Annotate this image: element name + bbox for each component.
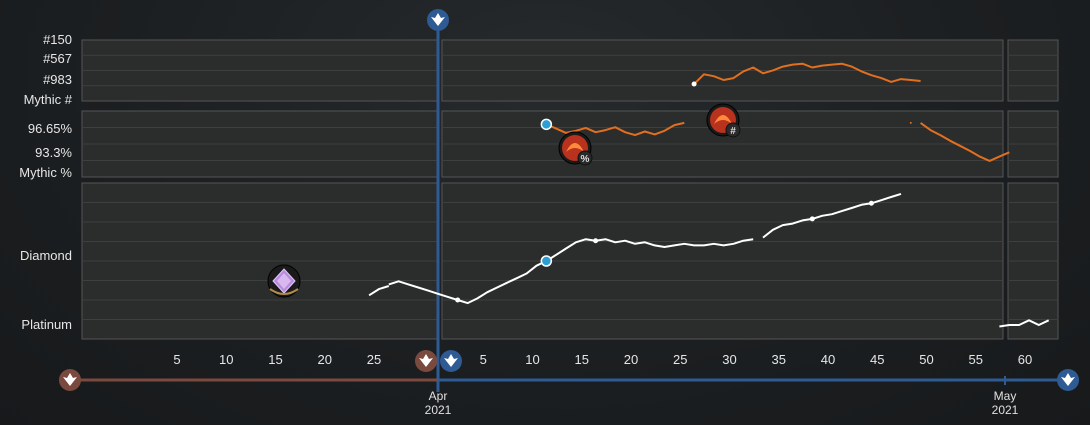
x-tick-label: 10 (219, 352, 233, 367)
x-tick-label: 40 (821, 352, 835, 367)
milestone-dot (809, 216, 815, 222)
y-tick-label: #983 (43, 72, 72, 87)
milestone-dot (868, 200, 874, 206)
year-label: 2021 (425, 403, 452, 417)
rank-up-marker[interactable] (540, 255, 553, 267)
x-tick-label: 20 (624, 352, 638, 367)
mythic-reached-marker[interactable] (540, 118, 553, 131)
current-season-start-icon[interactable] (440, 350, 462, 372)
rank-tier-series-line (999, 319, 1050, 328)
mythic-rank-start-dot (691, 81, 697, 87)
year-label: 2021 (992, 403, 1019, 417)
x-tick-label: 5 (480, 352, 487, 367)
mythic-rank-icon[interactable]: # (706, 103, 741, 138)
previous-season-start-icon[interactable] (59, 369, 81, 391)
x-tick-label: 10 (525, 352, 539, 367)
x-tick-label: 30 (722, 352, 736, 367)
svg-text:#: # (730, 126, 736, 137)
season-start-top-icon[interactable] (427, 9, 449, 31)
y-tick-label: 93.3% (35, 145, 72, 160)
svg-text:%: % (581, 154, 590, 165)
y-tick-label: Mythic # (24, 92, 73, 107)
y-tick-label: Mythic % (19, 165, 72, 180)
x-tick-label: 25 (367, 352, 381, 367)
x-tick-label: 50 (919, 352, 933, 367)
y-tick-label: Diamond (20, 248, 72, 263)
rank-tier-series-line (762, 192, 902, 239)
y-tick-label: #567 (43, 51, 72, 66)
x-tick-label: 5 (173, 352, 180, 367)
mythic-percent-icon[interactable]: % (558, 131, 593, 166)
y-tick-label: #150 (43, 32, 72, 47)
x-tick-label: 35 (772, 352, 786, 367)
milestone-dot (455, 297, 461, 303)
rank-tier-series-line (388, 238, 754, 305)
milestone-dot (593, 238, 599, 244)
month-label: May (994, 389, 1017, 403)
previous-season-end-icon[interactable] (415, 350, 437, 372)
x-tick-label: 45 (870, 352, 884, 367)
x-tick-label: 25 (673, 352, 687, 367)
x-tick-label: 15 (268, 352, 282, 367)
diamond-rank-icon[interactable] (267, 264, 301, 298)
mythic-percent-series-line (545, 121, 685, 137)
rank-tier-series-line (368, 285, 390, 297)
x-tick-label: 60 (1018, 352, 1032, 367)
x-tick-label: 20 (317, 352, 331, 367)
y-tick-label: Platinum (21, 317, 72, 332)
mythic-rank-series-line (693, 62, 921, 85)
x-tick-label: 55 (969, 352, 983, 367)
x-tick-label: 15 (575, 352, 589, 367)
month-label: Apr (429, 389, 448, 403)
y-tick-label: 96.65% (28, 121, 73, 136)
season-end-icon[interactable] (1057, 369, 1079, 391)
data-point (909, 121, 912, 124)
mythic-percent-series-line (920, 122, 1010, 162)
